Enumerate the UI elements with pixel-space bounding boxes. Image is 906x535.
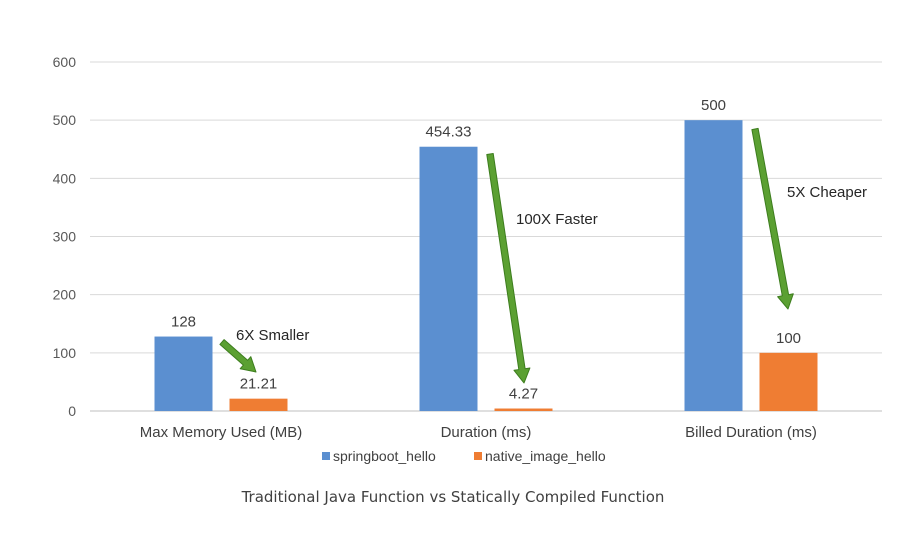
legend: springboot_hello native_image_hello (322, 448, 606, 464)
legend-swatch (322, 452, 330, 460)
bar-chart: 0 100 200 300 400 500 600 128 454.33 500 21.21 4.2… (53, 54, 882, 464)
annotation-label: 6X Smaller (236, 327, 309, 344)
annotation-label: 5X Cheaper (787, 184, 867, 201)
bar-springboot_hello-1 (419, 146, 478, 411)
bars (154, 120, 818, 412)
x-category-label: Billed Duration (ms) (685, 424, 817, 441)
gridlines (90, 61, 882, 412)
data-label: 454.33 (426, 124, 472, 141)
arrow-smaller (219, 339, 257, 373)
figure-caption: Traditional Java Function vs Statically … (241, 488, 665, 506)
legend-label: springboot_hello (333, 448, 436, 464)
legend-label: native_image_hello (485, 448, 606, 464)
arrow-cheaper (751, 127, 794, 310)
x-category-label: Max Memory Used (MB) (140, 424, 303, 441)
data-label: 21.21 (240, 376, 278, 393)
legend-swatch (474, 452, 482, 460)
arrow-faster (486, 153, 531, 384)
y-tick-label: 600 (53, 54, 77, 70)
annotation-label: 100X Faster (516, 211, 598, 228)
data-labels: 128 454.33 500 21.21 4.27 100 (171, 97, 801, 402)
y-tick-label: 500 (53, 112, 77, 128)
data-label: 128 (171, 314, 196, 331)
annotation-arrows: 6X Smaller 100X Faster 5X Cheaper (219, 127, 867, 384)
data-label: 100 (776, 330, 801, 347)
bar-native_image_hello-2 (759, 352, 818, 411)
x-axis-categories: Max Memory Used (MB) Duration (ms) Billed … (140, 424, 817, 441)
y-tick-label: 100 (53, 345, 77, 361)
bar-native_image_hello-0 (229, 398, 288, 411)
data-label: 500 (701, 97, 726, 114)
y-axis-ticks: 0 100 200 300 400 500 600 (53, 54, 77, 419)
bar-springboot_hello-2 (684, 120, 743, 412)
y-tick-label: 300 (53, 229, 77, 245)
y-tick-label: 400 (53, 170, 77, 186)
bar-springboot_hello-0 (154, 336, 213, 411)
bar-native_image_hello-1 (494, 408, 553, 411)
data-label: 4.27 (509, 386, 538, 403)
y-tick-label: 0 (68, 403, 76, 419)
y-tick-label: 200 (53, 287, 77, 303)
x-category-label: Duration (ms) (441, 424, 532, 441)
